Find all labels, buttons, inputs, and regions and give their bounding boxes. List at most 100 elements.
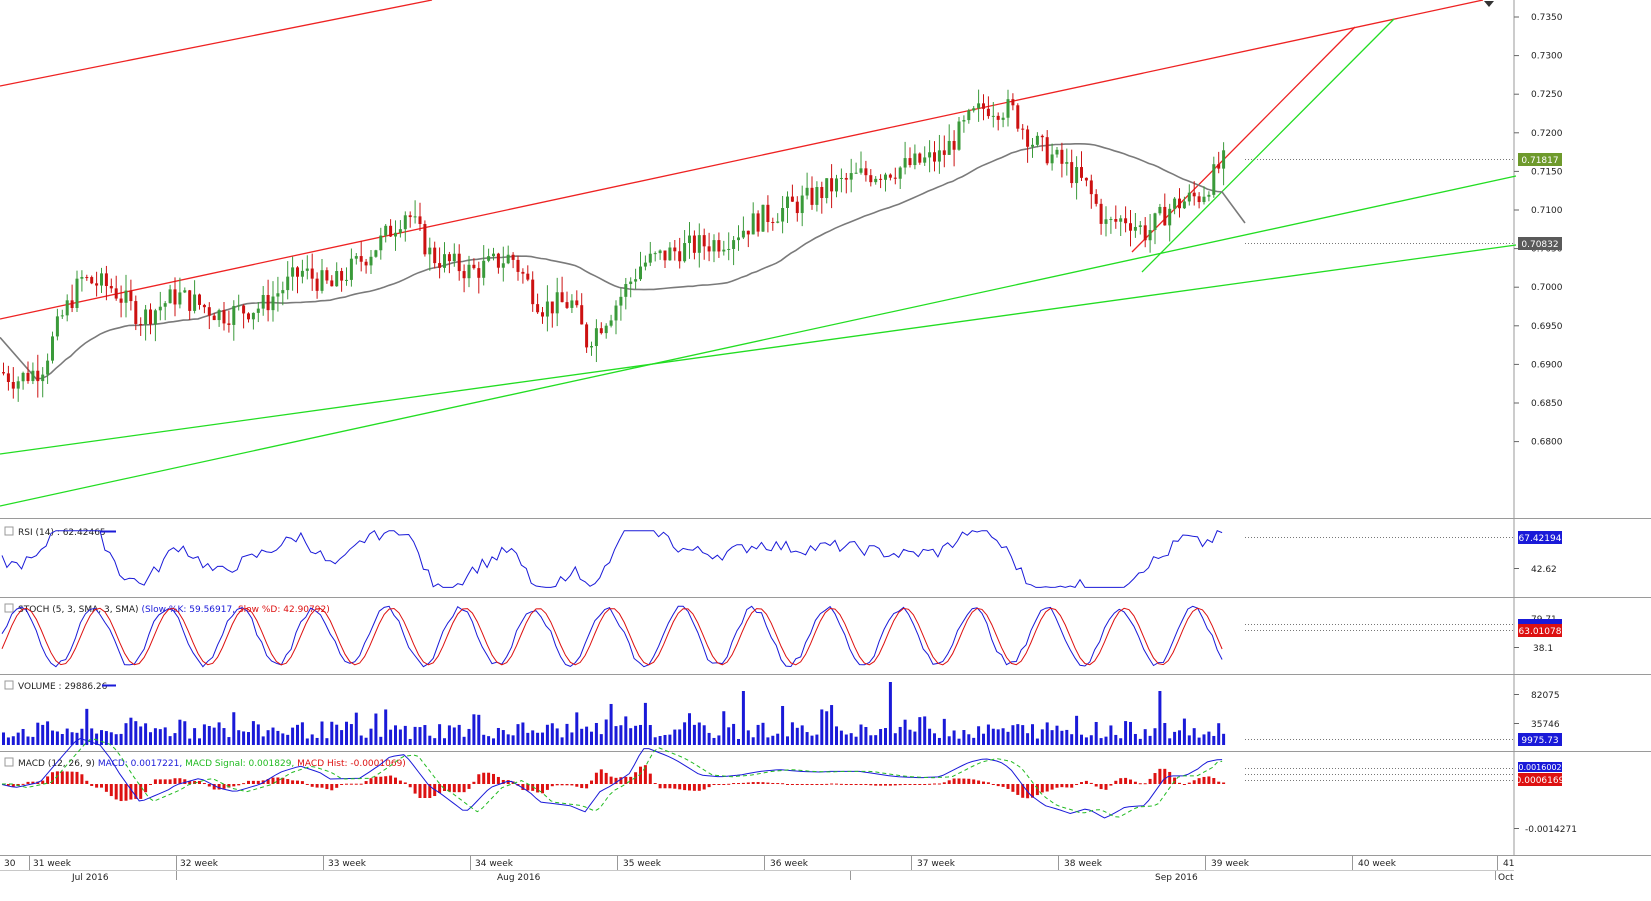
channel-upper-line-1[interactable] [0,0,433,87]
candle [614,300,618,335]
volume-bar [286,734,290,745]
uptrend-line-shallow[interactable] [0,244,1517,455]
macd-hist-bar [565,784,569,786]
macd-hist-bar [100,784,103,788]
macd-hist-bar [291,780,295,784]
macd-hist-bar [898,784,902,786]
volume-bar [663,734,667,745]
candle [1222,142,1226,186]
macd-hist-bar [536,784,540,793]
macd-hist-bar [109,784,113,797]
volume-bar [438,724,442,745]
macd-hist-bar [158,779,162,784]
candle [820,181,824,214]
macd-hist-bar [423,784,427,798]
scroll-marker-icon[interactable] [1484,1,1494,7]
volume-bar [815,734,819,745]
candle [1035,132,1039,148]
week-label: 31 week [33,859,72,869]
macd-hist-bar [149,784,152,785]
candle [786,191,789,223]
volume-bar [1207,731,1211,745]
volume-bar [565,723,569,745]
macd-hist-bar [1119,778,1123,784]
macd-hist-bar [374,776,378,784]
stoch-close-icon[interactable] [4,603,14,613]
candle [178,277,182,309]
volume-bar [188,738,192,745]
candle [36,354,40,398]
macd-hist-bar [830,783,834,785]
candle [276,276,280,312]
volume-bar [668,734,672,745]
volume-bar [692,724,696,745]
macd-hist-bar [222,784,226,789]
candle [545,285,549,332]
volume-bar [511,735,515,745]
volume-bar [16,732,20,745]
volume-bar [1158,691,1162,745]
candle [364,258,368,274]
volume-panel: VOLUME : 29886.26 82075 35746 9975.73 [2,680,1562,746]
rsi-close-icon[interactable] [4,526,14,536]
price-tick-label: 0.7350 [1531,13,1563,23]
volume-bar [874,735,878,745]
candle [183,287,187,294]
macd-hist-bar [702,784,706,790]
volume-bar [722,711,726,745]
candle [634,268,638,289]
volume-bar [937,737,941,745]
macd-hist-bar [692,784,696,791]
volume-bar [761,722,765,745]
short-channel-green[interactable] [1141,18,1395,273]
volume-bar [26,736,30,745]
candle [256,302,260,323]
volume-bar [776,733,780,745]
volume-bar [756,724,760,745]
candle [193,280,197,314]
ma-price-text: 0.70832 [1521,240,1558,250]
macd-hist-bar [286,779,290,784]
volume-bar [134,721,138,745]
volume-bar [75,732,79,745]
week-label: 34 week [475,859,514,869]
candle [1080,151,1083,181]
candle [1026,125,1030,163]
macd-hist-bar [643,765,647,784]
volume-close-icon[interactable] [4,680,14,690]
stoch-d-line [1,607,1223,666]
channel-upper-line-2[interactable] [0,0,1484,320]
macd-hist-bar [781,783,785,785]
macd-hist-bar [864,784,868,785]
candle [242,304,246,329]
macd-histogram [2,765,1226,802]
macd-hist-bar [114,784,118,800]
candle [90,275,94,285]
candle [1207,191,1211,202]
macd-close-icon[interactable] [4,757,14,767]
volume-bar [594,722,598,745]
macd-hist-bar [443,784,446,791]
week-label: 38 week [1064,859,1103,869]
volume-bar [1001,728,1005,745]
macd-hist-bar [11,784,15,787]
volume-bar [6,737,10,745]
candle [188,289,192,321]
candle [825,178,829,204]
volume-bar [153,728,157,745]
macd-hist-bar [761,782,765,784]
volume-bar [403,725,407,745]
macd-hist-bar [1187,782,1191,784]
volume-bar [1045,722,1049,745]
candle [555,277,559,327]
volume-bar [443,738,446,745]
volume-bar [614,726,618,745]
candle [335,262,339,287]
volume-last-value: 9975.73 [1521,736,1558,746]
volume-bar [604,719,608,745]
candle [756,210,760,237]
candle [1045,130,1049,166]
uptrend-line-steep[interactable] [0,175,1517,507]
volume-bar [144,723,148,745]
macd-hist-bar [835,783,838,785]
